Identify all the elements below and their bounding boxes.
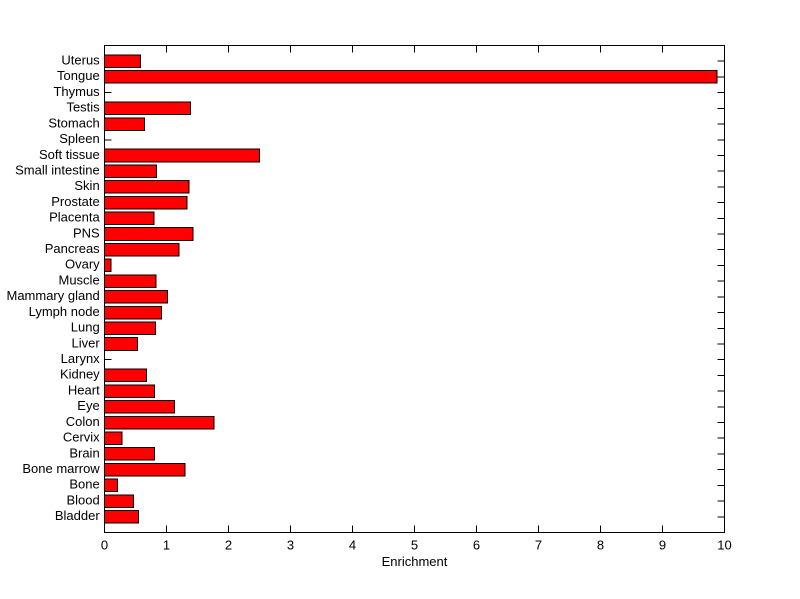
svg-text:Lung: Lung [71,320,100,335]
svg-text:Bladder: Bladder [55,508,100,523]
svg-text:3: 3 [287,537,294,552]
svg-text:Heart: Heart [68,382,100,397]
svg-text:4: 4 [349,537,356,552]
svg-text:Skin: Skin [74,178,99,193]
svg-text:10: 10 [717,537,731,552]
svg-text:Kidney: Kidney [60,367,100,382]
svg-text:Bone marrow: Bone marrow [22,461,100,476]
svg-text:Colon: Colon [66,414,100,429]
svg-text:6: 6 [473,537,480,552]
svg-text:Cervix: Cervix [63,430,100,445]
svg-text:Larynx: Larynx [61,351,101,366]
svg-text:Pancreas: Pancreas [45,241,100,256]
svg-text:Uterus: Uterus [61,53,100,68]
svg-text:Soft tissue: Soft tissue [39,147,100,162]
svg-text:Small intestine: Small intestine [15,162,100,177]
svg-text:Testis: Testis [66,100,100,115]
svg-text:Liver: Liver [72,335,101,350]
svg-text:Thymus: Thymus [53,84,100,99]
svg-text:Eye: Eye [77,398,99,413]
svg-text:Mammary gland: Mammary gland [6,288,99,303]
svg-text:2: 2 [225,537,232,552]
svg-text:Bone: Bone [69,477,99,492]
svg-text:7: 7 [535,537,542,552]
svg-text:1: 1 [163,537,170,552]
svg-text:5: 5 [411,537,418,552]
svg-text:Tongue: Tongue [57,68,100,83]
svg-text:Brain: Brain [69,445,99,460]
svg-text:9: 9 [659,537,666,552]
svg-text:Spleen: Spleen [59,131,99,146]
svg-text:8: 8 [597,537,604,552]
svg-text:Ovary: Ovary [65,257,100,272]
svg-text:Enrichment: Enrichment [382,554,448,569]
svg-text:Stomach: Stomach [48,115,99,130]
svg-text:0: 0 [101,537,108,552]
svg-text:Muscle: Muscle [59,272,100,287]
svg-text:Lymph node: Lymph node [29,304,100,319]
svg-text:PNS: PNS [73,225,100,240]
svg-text:Blood: Blood [66,492,99,507]
svg-text:Prostate: Prostate [51,194,99,209]
svg-text:Placenta: Placenta [49,210,100,225]
